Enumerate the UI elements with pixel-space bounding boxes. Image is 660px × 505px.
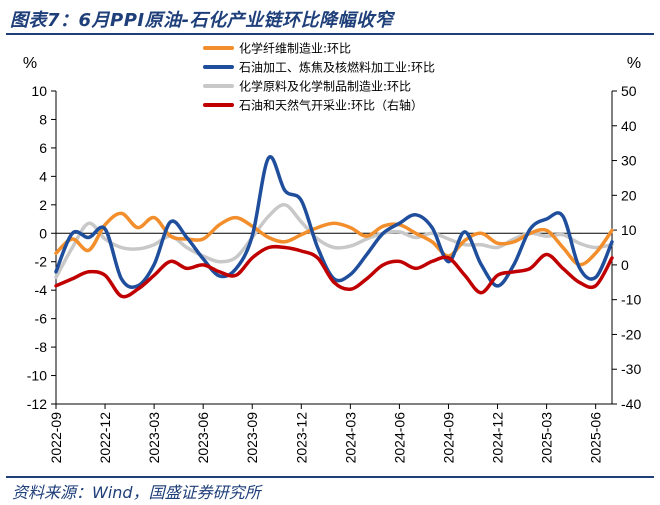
source-rule bbox=[6, 476, 654, 478]
x-tick-label: 2025-03 bbox=[539, 412, 555, 464]
x-tick-label: 2023-12 bbox=[293, 412, 309, 464]
left-tick-label: -2 bbox=[35, 254, 48, 270]
left-tick-label: 8 bbox=[39, 111, 47, 127]
series-line-1 bbox=[54, 211, 614, 267]
source-note: 资料来源：Wind，国盛证券研究所 bbox=[12, 483, 261, 502]
legend-label-1: 化学纤维制造业:环比 bbox=[239, 41, 351, 56]
legend-label-2: 石油加工、炼焦及核燃料加工业:环比 bbox=[239, 60, 435, 75]
right-tick-label: 50 bbox=[621, 83, 637, 99]
right-unit-label: % bbox=[627, 55, 641, 72]
left-unit-label: % bbox=[23, 55, 37, 72]
right-tick-label: 0 bbox=[621, 257, 629, 273]
left-tick-label: 0 bbox=[39, 225, 47, 241]
right-tick-label: -10 bbox=[621, 292, 641, 308]
series-line-4 bbox=[54, 244, 614, 299]
legend-label-4: 石油和天然气开采业:环比（右轴） bbox=[239, 98, 423, 113]
x-tick-label: 2022-09 bbox=[48, 412, 64, 464]
left-tick-label: 10 bbox=[31, 83, 47, 99]
chart-title: 图表7：6月PPI原油-石化产业链环比降幅收窄 bbox=[10, 10, 394, 31]
series-line-3 bbox=[54, 203, 614, 280]
right-tick-label: -30 bbox=[621, 361, 641, 377]
left-tick-label: 2 bbox=[39, 197, 47, 213]
series-line-2 bbox=[54, 155, 614, 289]
x-tick-label: 2023-09 bbox=[244, 412, 260, 464]
left-tick-label: -8 bbox=[35, 339, 48, 355]
left-tick-label: -6 bbox=[35, 311, 48, 327]
right-tick-label: -40 bbox=[621, 396, 641, 412]
left-tick-label: 4 bbox=[39, 168, 47, 184]
x-tick-label: 2024-12 bbox=[490, 412, 506, 464]
left-tick-label: -10 bbox=[27, 368, 47, 384]
x-tick-label: 2025-06 bbox=[588, 412, 604, 464]
left-tick-label: 6 bbox=[39, 140, 47, 156]
x-tick-label: 2024-09 bbox=[440, 412, 456, 464]
title-rule bbox=[6, 33, 654, 35]
right-tick-label: -20 bbox=[621, 326, 641, 342]
right-tick-label: 30 bbox=[621, 153, 637, 169]
left-tick-label: -12 bbox=[27, 396, 47, 412]
right-tick-label: 10 bbox=[621, 222, 637, 238]
x-tick-label: 2022-12 bbox=[97, 412, 113, 464]
x-tick-label: 2023-06 bbox=[195, 412, 211, 464]
x-tick-label: 2023-03 bbox=[146, 412, 162, 464]
right-tick-label: 20 bbox=[621, 187, 637, 203]
legend-label-3: 化学原料及化学制品制造业:环比 bbox=[239, 79, 411, 94]
x-tick-label: 2024-06 bbox=[391, 412, 407, 464]
left-tick-label: -4 bbox=[35, 282, 48, 298]
x-tick-label: 2024-03 bbox=[342, 412, 358, 464]
right-tick-label: 40 bbox=[621, 118, 637, 134]
